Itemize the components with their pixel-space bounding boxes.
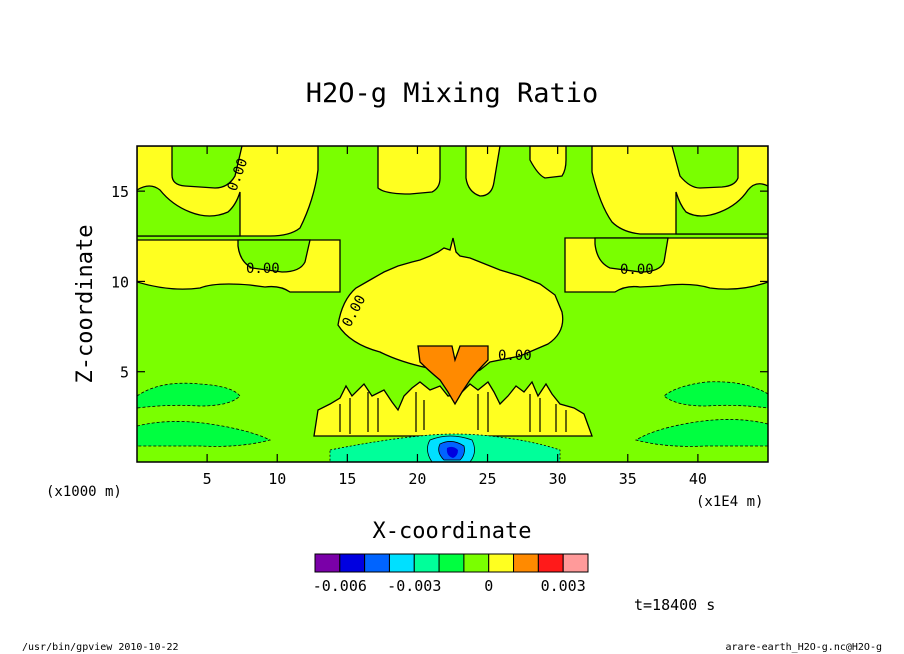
contour-region-upper-right-inner xyxy=(675,183,768,235)
contour-region-center-left-pillar xyxy=(377,146,441,195)
colorbar-tick-label: 0.003 xyxy=(541,577,586,595)
contour-region-left-bottom-green xyxy=(137,382,241,409)
x-axis: 5 10 15 20 25 30 35 40 xyxy=(203,146,707,488)
colorbar-swatch xyxy=(463,553,490,573)
contour-region-upper-left-inner xyxy=(137,185,241,237)
colorbar-swatch xyxy=(388,553,415,573)
colorbar-swatch xyxy=(339,553,366,573)
colorbar-swatch xyxy=(314,553,341,573)
y-tick-label: 5 xyxy=(120,364,129,382)
contour-region-deep-blue-patch xyxy=(446,446,458,458)
contour-region-orange-core xyxy=(417,345,489,406)
colorbar-tick-label: 0 xyxy=(484,577,493,595)
x-unit-label: (x1E4 m) xyxy=(696,494,763,510)
contour-region-mid-left-notch xyxy=(237,239,311,273)
chart-title: H2O-g Mixing Ratio xyxy=(306,78,599,109)
y-axis-title: Z-coordinate xyxy=(73,225,98,384)
tower-interior-lines xyxy=(339,392,567,434)
z-unit-label: (x1000 m) xyxy=(46,484,122,500)
plot-frame xyxy=(136,145,769,463)
contour-region-right-bottom-green xyxy=(663,381,768,409)
x-tick-label: 20 xyxy=(408,470,426,488)
x-tick-label: 5 xyxy=(203,470,212,488)
colorbar-tick-label: -0.003 xyxy=(387,577,441,595)
colorbar-swatch xyxy=(537,553,564,573)
x-tick-label: 25 xyxy=(479,470,497,488)
contour-region-mid-right-notch xyxy=(594,237,669,273)
contour-region-right-floor-green xyxy=(634,419,768,447)
contour-region-center-right-pillar xyxy=(465,146,501,197)
contour-region-left-floor-green xyxy=(137,421,272,447)
y-axis: 5 10 15 xyxy=(111,183,768,382)
colorbar: -0.006 -0.003 0 0.003 xyxy=(313,553,589,595)
colorbar-swatch xyxy=(513,553,539,573)
x-tick-label: 30 xyxy=(549,470,567,488)
contour-label: 0.00 xyxy=(498,348,532,364)
colorbar-swatch xyxy=(413,553,440,573)
time-label: t=18400 s xyxy=(634,596,715,614)
x-tick-label: 40 xyxy=(689,470,707,488)
contour-field xyxy=(137,146,768,462)
x-tick-label: 15 xyxy=(338,470,356,488)
contour-label: 0.00 xyxy=(620,262,654,278)
contour-label: 0.00 xyxy=(246,261,280,277)
footer-left: /usr/bin/gpview 2010-10-22 xyxy=(22,642,179,653)
x-axis-title: X-coordinate xyxy=(373,519,532,544)
colorbar-swatch xyxy=(438,553,465,573)
contour-region-top-center xyxy=(529,146,567,179)
colorbar-swatch xyxy=(364,553,390,573)
y-tick-label: 15 xyxy=(111,183,129,201)
x-tick-label: 35 xyxy=(619,470,637,488)
colorbar-tick-label: -0.006 xyxy=(313,577,367,595)
contour-region-anvil xyxy=(337,237,564,377)
footer-right: arare-earth_H2O-g.nc@H2O-g xyxy=(725,642,882,653)
y-tick-label: 10 xyxy=(111,273,129,291)
colorbar-swatch xyxy=(488,553,515,573)
x-tick-label: 10 xyxy=(268,470,286,488)
colorbar-swatch xyxy=(562,553,589,573)
